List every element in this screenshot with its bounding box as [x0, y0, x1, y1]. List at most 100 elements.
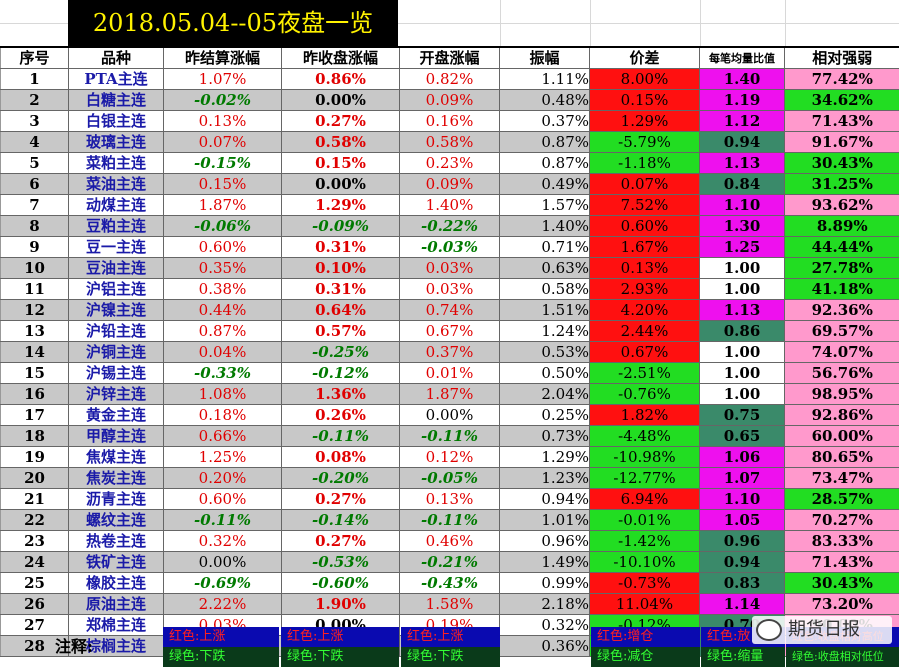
- table-row: 8 豆粕主连 -0.06% -0.09% -0.22% 1.40% 0.60% 1.30 8.8…: [0, 215, 899, 237]
- table-row: 22 螺纹主连 -0.11% -0.14% -0.11% 1.01% -0.01% 1.05 7…: [0, 509, 899, 531]
- row-name: 豆一主连: [68, 236, 164, 258]
- note-settle-up: 红色:上涨: [163, 627, 279, 647]
- row-strength: 60.00%: [784, 425, 899, 447]
- table-row: 19 焦煤主连 1.25% 0.08% 0.12% 1.29% -10.98% 1.06 80.…: [0, 446, 899, 468]
- note-ratio-down: 绿色:缩量: [701, 647, 785, 667]
- row-amplitude: 1.51%: [499, 299, 590, 321]
- row-spread: -10.98%: [589, 446, 700, 468]
- table-row: 4 玻璃主连 0.07% 0.58% 0.58% 0.87% -5.79% 0.94 91.67…: [0, 131, 899, 153]
- table-row: 13 沪铅主连 0.87% 0.57% 0.67% 1.24% 2.44% 0.86 69.57…: [0, 320, 899, 342]
- table-row: 20 焦炭主连 0.20% -0.20% -0.05% 1.23% -12.77% 1.07 7…: [0, 467, 899, 489]
- row-spread: -10.10%: [589, 551, 700, 573]
- row-close-change: 0.00%: [281, 89, 400, 111]
- row-name: 铁矿主连: [68, 551, 164, 573]
- row-strength: 83.33%: [784, 530, 899, 552]
- header-row: 序号 品种 昨结算涨幅 昨收盘涨幅 开盘涨幅 振幅 价差 每笔均量比值 相对强弱: [0, 46, 899, 69]
- table-row: 23 热卷主连 0.32% 0.27% 0.46% 0.96% -1.42% 0.96 83.3…: [0, 530, 899, 552]
- row-strength: 91.67%: [784, 131, 899, 153]
- row-open-change: 1.58%: [399, 593, 500, 615]
- row-volume-ratio: 1.00: [699, 341, 785, 363]
- row-index: 13: [0, 320, 69, 342]
- row-index: 10: [0, 257, 69, 279]
- row-strength: 77.42%: [784, 68, 899, 90]
- row-name: 郑棉主连: [68, 614, 164, 636]
- row-spread: -12.77%: [589, 467, 700, 489]
- row-settle-change: -0.06%: [163, 215, 282, 237]
- row-spread: -0.01%: [589, 509, 700, 531]
- table-row: 6 菜油主连 0.15% 0.00% 0.09% 0.49% 0.07% 0.84 31.25%: [0, 173, 899, 195]
- row-open-change: 0.46%: [399, 530, 500, 552]
- note-close-up: 红色:上涨: [281, 627, 399, 647]
- header-settle: 昨结算涨幅: [163, 46, 282, 69]
- row-close-change: 0.00%: [281, 173, 400, 195]
- row-close-change: 0.58%: [281, 131, 400, 153]
- row-volume-ratio: 0.65: [699, 425, 785, 447]
- row-index: 8: [0, 215, 69, 237]
- row-name: 沥青主连: [68, 488, 164, 510]
- row-amplitude: 0.73%: [499, 425, 590, 447]
- row-open-change: 0.16%: [399, 110, 500, 132]
- table-row: 26 原油主连 2.22% 1.90% 1.58% 2.18% 11.04% 1.14 73.2…: [0, 593, 899, 615]
- row-settle-change: 0.60%: [163, 488, 282, 510]
- row-name: 黄金主连: [68, 404, 164, 426]
- row-volume-ratio: 1.13: [699, 152, 785, 174]
- row-close-change: 0.15%: [281, 152, 400, 174]
- row-name: 豆油主连: [68, 257, 164, 279]
- row-volume-ratio: 1.00: [699, 362, 785, 384]
- row-spread: -0.76%: [589, 383, 700, 405]
- row-close-change: -0.60%: [281, 572, 400, 594]
- row-close-change: 0.31%: [281, 236, 400, 258]
- row-volume-ratio: 0.83: [699, 572, 785, 594]
- row-spread: 1.82%: [589, 404, 700, 426]
- row-close-change: 0.26%: [281, 404, 400, 426]
- row-strength: 30.43%: [784, 152, 899, 174]
- row-volume-ratio: 0.84: [699, 173, 785, 195]
- row-open-change: 0.00%: [399, 404, 500, 426]
- row-name: 沪锌主连: [68, 383, 164, 405]
- row-volume-ratio: 1.13: [699, 299, 785, 321]
- row-amplitude: 0.36%: [499, 635, 590, 657]
- row-close-change: 1.29%: [281, 194, 400, 216]
- row-index: 6: [0, 173, 69, 195]
- table-row: 2 白糖主连 -0.02% 0.00% 0.09% 0.48% 0.15% 1.19 34.62…: [0, 89, 899, 111]
- row-open-change: -0.11%: [399, 509, 500, 531]
- row-strength: 31.25%: [784, 173, 899, 195]
- row-name: 棕榈主连: [68, 635, 164, 657]
- row-open-change: -0.43%: [399, 572, 500, 594]
- row-index: 18: [0, 425, 69, 447]
- row-spread: 4.20%: [589, 299, 700, 321]
- row-name: 原油主连: [68, 593, 164, 615]
- row-close-change: 0.10%: [281, 257, 400, 279]
- row-name: 沪镍主连: [68, 299, 164, 321]
- row-amplitude: 0.49%: [499, 173, 590, 195]
- row-index: 19: [0, 446, 69, 468]
- watermark: 期货日报: [752, 616, 892, 644]
- table-row: 24 铁矿主连 0.00% -0.53% -0.21% 1.49% -10.10% 0.94 7…: [0, 551, 899, 573]
- row-close-change: 0.64%: [281, 299, 400, 321]
- row-name: 豆粕主连: [68, 215, 164, 237]
- row-settle-change: 1.08%: [163, 383, 282, 405]
- row-open-change: 0.23%: [399, 152, 500, 174]
- row-spread: -1.42%: [589, 530, 700, 552]
- row-open-change: 0.09%: [399, 173, 500, 195]
- row-spread: -1.18%: [589, 152, 700, 174]
- table-row: 7 动煤主连 1.87% 1.29% 1.40% 1.57% 7.52% 1.10 93.62%: [0, 194, 899, 216]
- note-open-up: 红色:上涨: [401, 627, 500, 647]
- row-name: 动煤主连: [68, 194, 164, 216]
- row-open-change: 0.09%: [399, 89, 500, 111]
- row-strength: 41.18%: [784, 278, 899, 300]
- page-title: 2018.05.04--05夜盘一览: [68, 0, 398, 46]
- row-spread: 0.07%: [589, 173, 700, 195]
- row-strength: 27.78%: [784, 257, 899, 279]
- row-spread: -0.73%: [589, 572, 700, 594]
- table-row: 9 豆一主连 0.60% 0.31% -0.03% 0.71% 1.67% 1.25 44.44…: [0, 236, 899, 258]
- row-amplitude: 1.24%: [499, 320, 590, 342]
- header-name: 品种: [68, 46, 164, 69]
- row-index: 15: [0, 362, 69, 384]
- row-close-change: 0.08%: [281, 446, 400, 468]
- row-volume-ratio: 0.75: [699, 404, 785, 426]
- row-volume-ratio: 1.10: [699, 194, 785, 216]
- row-spread: 0.60%: [589, 215, 700, 237]
- row-settle-change: 0.18%: [163, 404, 282, 426]
- row-open-change: 0.03%: [399, 257, 500, 279]
